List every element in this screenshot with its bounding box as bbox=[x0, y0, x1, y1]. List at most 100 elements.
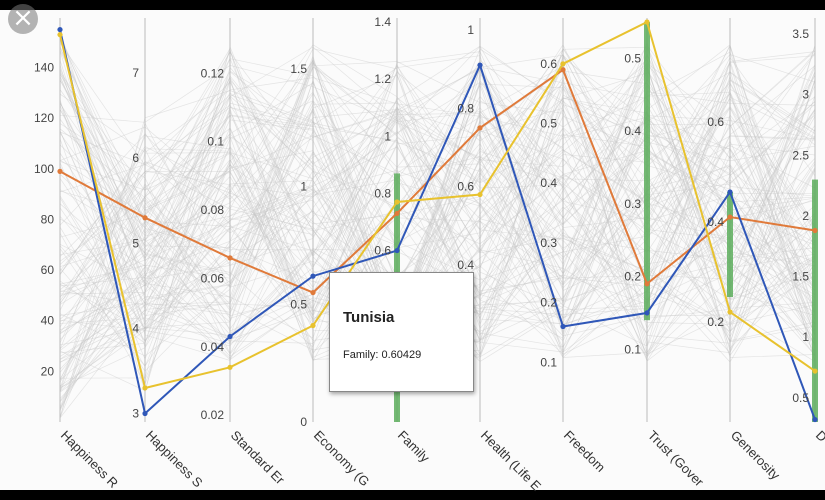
background-line bbox=[59, 64, 816, 338]
background-line bbox=[59, 117, 816, 325]
series-point[interactable] bbox=[812, 227, 818, 234]
series-point[interactable] bbox=[477, 125, 483, 131]
tick-label: 3.5 bbox=[792, 27, 809, 41]
series-point[interactable] bbox=[477, 191, 483, 198]
series-point[interactable] bbox=[227, 255, 233, 261]
background-line bbox=[59, 109, 816, 358]
background-line bbox=[59, 44, 816, 326]
series-point[interactable] bbox=[227, 333, 233, 340]
series-point[interactable] bbox=[310, 289, 316, 296]
series-point[interactable] bbox=[57, 26, 63, 33]
tick-label: 0.3 bbox=[624, 197, 641, 211]
tick-label: 1 bbox=[300, 180, 307, 194]
background-line bbox=[59, 68, 816, 419]
background-line bbox=[59, 57, 816, 392]
background-line bbox=[59, 62, 816, 363]
series-point[interactable] bbox=[812, 416, 818, 423]
tick-label: 0.02 bbox=[201, 408, 225, 422]
background-line bbox=[59, 175, 816, 373]
background-line bbox=[59, 47, 816, 326]
tick-label: 0.6 bbox=[457, 180, 474, 194]
series-point[interactable] bbox=[727, 309, 733, 315]
tick-label: 40 bbox=[41, 314, 55, 328]
series-point[interactable] bbox=[560, 67, 566, 73]
background-line bbox=[59, 135, 816, 359]
series-line[interactable] bbox=[59, 68, 816, 294]
series-point[interactable] bbox=[560, 61, 566, 67]
background-line bbox=[59, 61, 816, 372]
series-point[interactable] bbox=[394, 199, 400, 205]
series-point[interactable] bbox=[644, 281, 650, 287]
tick-label: 0.4 bbox=[457, 258, 474, 272]
series-line[interactable] bbox=[59, 29, 816, 420]
series-point[interactable] bbox=[142, 215, 148, 221]
background-line bbox=[59, 55, 816, 334]
background-line bbox=[59, 45, 816, 363]
tick-label: 1.5 bbox=[792, 270, 809, 284]
close-icon[interactable]: × bbox=[8, 4, 38, 34]
background-line bbox=[59, 144, 816, 356]
brush-highlight[interactable] bbox=[812, 179, 818, 422]
series-point[interactable] bbox=[560, 323, 566, 330]
background-line bbox=[59, 50, 816, 324]
tooltip: Tunisia Family: 0.60429 bbox=[329, 272, 474, 392]
background-line bbox=[59, 93, 816, 320]
background-line bbox=[59, 79, 816, 357]
series-point[interactable] bbox=[310, 322, 316, 329]
series-point[interactable] bbox=[142, 385, 148, 391]
tick-label: 0.6 bbox=[374, 244, 391, 258]
background-line bbox=[59, 45, 816, 370]
background-line bbox=[59, 130, 816, 326]
background-line bbox=[59, 72, 816, 355]
tick-label: 0.06 bbox=[201, 271, 225, 285]
series-point[interactable] bbox=[727, 214, 733, 220]
tick-label: 1.2 bbox=[374, 72, 391, 86]
tick-label: 0.4 bbox=[540, 176, 557, 190]
tick-label: 80 bbox=[41, 212, 55, 226]
background-line bbox=[59, 100, 816, 355]
background-line bbox=[59, 45, 816, 308]
tick-label: 5 bbox=[132, 236, 139, 250]
series-point[interactable] bbox=[394, 210, 400, 217]
series-point[interactable] bbox=[644, 19, 650, 25]
brush-highlight[interactable] bbox=[727, 192, 733, 297]
background-line bbox=[59, 61, 816, 332]
background-line bbox=[59, 50, 816, 355]
tick-label: 0.5 bbox=[792, 391, 809, 405]
series-point[interactable] bbox=[812, 368, 818, 374]
brush-highlight[interactable] bbox=[644, 22, 650, 321]
tick-label: 0.1 bbox=[624, 342, 641, 356]
tick-label: 0.4 bbox=[624, 124, 641, 138]
tick-label: 0.08 bbox=[201, 203, 225, 217]
series-point[interactable] bbox=[142, 410, 148, 417]
tick-label: 4 bbox=[132, 321, 139, 335]
background-line bbox=[59, 58, 816, 357]
background-line bbox=[59, 119, 816, 363]
series-point[interactable] bbox=[310, 273, 316, 279]
background-line bbox=[59, 46, 816, 361]
background-line bbox=[59, 67, 816, 337]
background-line bbox=[59, 138, 816, 381]
tick-label: 3 bbox=[132, 406, 139, 420]
tick-label: 2.5 bbox=[792, 148, 809, 162]
series-point[interactable] bbox=[477, 62, 483, 68]
tick-label: 0.8 bbox=[457, 101, 474, 115]
background-line bbox=[59, 103, 816, 336]
series-point[interactable] bbox=[227, 364, 233, 370]
background-line bbox=[59, 81, 816, 393]
series-point[interactable] bbox=[644, 310, 650, 316]
tick-label: 1.5 bbox=[290, 62, 307, 76]
background-line bbox=[59, 45, 816, 394]
background-line bbox=[59, 71, 816, 344]
series-point[interactable] bbox=[727, 189, 733, 195]
background-line bbox=[59, 133, 816, 409]
background-line bbox=[59, 70, 816, 325]
series-point[interactable] bbox=[57, 32, 63, 38]
series-point[interactable] bbox=[394, 247, 400, 254]
tick-label: 0.2 bbox=[624, 270, 641, 284]
tick-label: 20 bbox=[41, 364, 55, 378]
series-point[interactable] bbox=[57, 168, 63, 174]
series-line[interactable] bbox=[59, 20, 816, 390]
background-line bbox=[59, 65, 816, 355]
